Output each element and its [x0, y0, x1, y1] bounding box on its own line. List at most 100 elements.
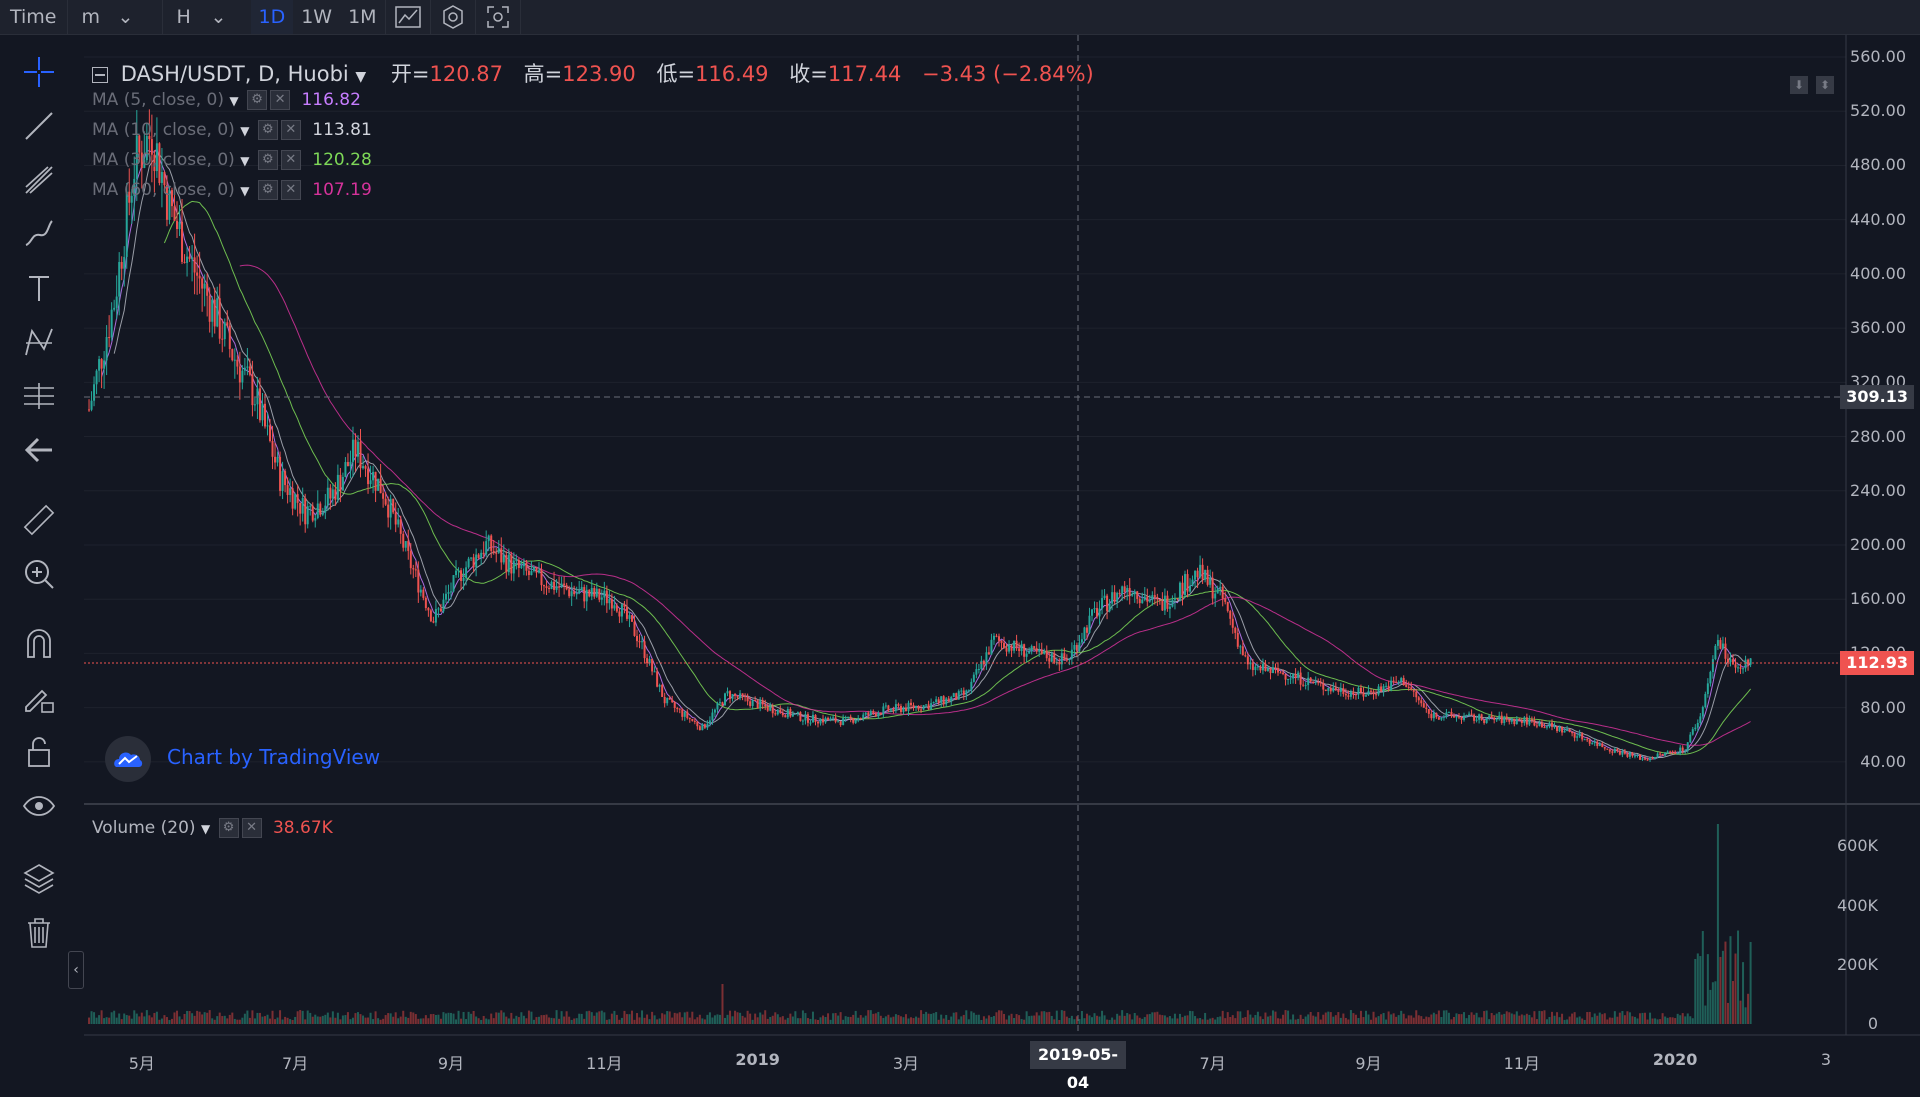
price-tick-label: 560.00 — [1850, 47, 1906, 66]
back-arrow-icon[interactable] — [16, 427, 62, 473]
volume-bar — [708, 1012, 711, 1024]
close-icon[interactable]: ✕ — [280, 150, 301, 170]
volume-bar — [387, 1013, 390, 1024]
collapse-panel-button[interactable]: ‹ — [68, 951, 84, 989]
magnet-icon[interactable] — [16, 621, 62, 667]
interval-1d-button[interactable]: 1D — [250, 0, 294, 34]
collapse-legend-icon[interactable] — [92, 67, 108, 83]
chevron-down-icon[interactable]: ▼ — [200, 822, 211, 836]
candle-body — [668, 697, 671, 700]
volume-bar — [1264, 1012, 1267, 1024]
candle-body — [628, 615, 631, 619]
gear-icon[interactable]: ⚙ — [257, 180, 278, 200]
volume-bar — [723, 1017, 726, 1024]
lock-drawing-icon[interactable] — [16, 675, 62, 721]
chevron-down-icon[interactable]: ▼ — [355, 69, 367, 85]
price-chart[interactable] — [0, 35, 1920, 1080]
gear-icon[interactable]: ⚙ — [247, 90, 268, 110]
candle-body — [1191, 579, 1194, 586]
candle-body — [811, 714, 814, 723]
candle-body — [535, 567, 538, 573]
zoom-in-icon[interactable] — [16, 551, 62, 597]
unlock-icon[interactable] — [16, 729, 62, 775]
text-icon[interactable] — [16, 265, 62, 311]
interval-1w-button[interactable]: 1W — [301, 6, 333, 28]
volume-bar — [734, 1010, 737, 1024]
pitchfork-icon[interactable] — [16, 157, 62, 203]
candle-body — [266, 425, 269, 427]
trend-line-icon[interactable] — [16, 103, 62, 149]
candle-body — [879, 713, 882, 715]
eye-icon[interactable] — [16, 783, 62, 829]
chevron-down-icon[interactable]: ▼ — [229, 94, 239, 108]
tradingview-logo[interactable] — [105, 736, 151, 782]
crosshair-icon[interactable] — [16, 49, 62, 95]
volume-bar — [658, 1018, 661, 1024]
candle-body — [1581, 733, 1584, 740]
ma-label: MA (60, close, 0) — [92, 180, 235, 200]
ruler-icon[interactable] — [16, 497, 62, 543]
candle-body — [1495, 719, 1498, 721]
volume-bar — [1535, 1019, 1538, 1024]
scroll-down-icon[interactable]: ⬇ — [1790, 76, 1808, 94]
candle-body — [824, 717, 827, 723]
volume-bar — [1596, 1015, 1599, 1024]
candle-body — [1417, 697, 1420, 701]
volume-bar — [422, 1018, 425, 1024]
chevron-down-icon[interactable]: ▼ — [240, 184, 250, 198]
candle-body — [676, 707, 679, 709]
candle-body — [1573, 733, 1576, 738]
brush-icon[interactable] — [16, 211, 62, 257]
pattern-icon[interactable] — [16, 319, 62, 365]
candle-body — [1324, 689, 1327, 692]
candle-body — [329, 487, 332, 499]
prediction-icon[interactable] — [16, 373, 62, 419]
minute-dropdown[interactable]: m ⌄ — [68, 0, 162, 34]
volume-bar — [930, 1013, 933, 1024]
candle-body — [1545, 726, 1548, 728]
volume-bar — [1571, 1013, 1574, 1024]
candle-body — [497, 548, 500, 553]
candle-body — [462, 577, 465, 581]
volume-bar — [505, 1016, 508, 1024]
ma-legend-5: MA (5, close, 0) ▼ ⚙ ✕ 116.82 — [92, 90, 361, 110]
candle-body — [1737, 667, 1740, 669]
candle-body — [231, 349, 234, 361]
close-icon[interactable]: ✕ — [241, 818, 262, 838]
volume-bar — [681, 1017, 684, 1024]
chevron-down-icon[interactable]: ▼ — [240, 124, 250, 138]
volume-bar — [1219, 1016, 1222, 1024]
candle-body — [1681, 747, 1684, 752]
volume-bar — [625, 1014, 628, 1024]
close-icon[interactable]: ✕ — [280, 120, 301, 140]
gear-icon[interactable]: ⚙ — [218, 818, 239, 838]
chevron-down-icon[interactable]: ▼ — [240, 154, 250, 168]
trash-icon[interactable] — [16, 909, 62, 955]
candle-body — [1307, 677, 1310, 686]
volume-bar — [550, 1017, 553, 1024]
gear-icon[interactable]: ⚙ — [257, 120, 278, 140]
volume-bar — [208, 1010, 211, 1024]
interval-1m-button[interactable]: 1M — [348, 6, 377, 28]
close-icon[interactable]: ✕ — [270, 90, 291, 110]
time-label: Time — [10, 6, 57, 28]
hour-dropdown[interactable]: H ⌄ — [163, 0, 251, 34]
layers-icon[interactable] — [16, 855, 62, 901]
candle-body — [261, 403, 264, 421]
settings-icon[interactable] — [431, 0, 475, 34]
close-icon[interactable]: ✕ — [280, 180, 301, 200]
scroll-end-icon[interactable]: ⬍ — [1816, 76, 1834, 94]
screenshot-icon[interactable] — [476, 0, 520, 34]
volume-bar — [568, 1016, 571, 1024]
gear-icon[interactable]: ⚙ — [257, 150, 278, 170]
time-tick-label: 11月 — [586, 1054, 623, 1073]
volume-bar — [424, 1015, 427, 1024]
candle-body — [1013, 640, 1016, 651]
volume-bar — [1691, 1018, 1694, 1024]
watermark-text[interactable]: Chart by TradingView — [167, 745, 381, 769]
time-tick-label: 3月 — [892, 1054, 920, 1073]
candle-body — [1724, 643, 1727, 659]
indicators-icon[interactable] — [386, 0, 430, 34]
volume-bar — [1116, 1013, 1119, 1024]
volume-bar — [1282, 1014, 1285, 1024]
